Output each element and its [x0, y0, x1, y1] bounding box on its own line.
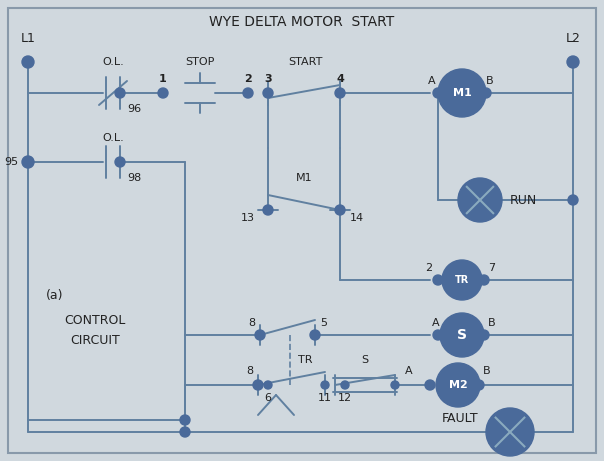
Text: A: A — [405, 366, 413, 376]
Circle shape — [440, 313, 484, 357]
Circle shape — [436, 363, 480, 407]
Text: B: B — [488, 318, 496, 328]
Circle shape — [158, 88, 168, 98]
Text: TR: TR — [455, 275, 469, 285]
Circle shape — [335, 88, 345, 98]
Circle shape — [263, 205, 273, 215]
Circle shape — [255, 330, 265, 340]
Circle shape — [264, 381, 272, 389]
Text: L2: L2 — [565, 31, 580, 45]
Circle shape — [433, 330, 443, 340]
Circle shape — [391, 381, 399, 389]
Text: 8: 8 — [248, 318, 255, 328]
Circle shape — [22, 156, 34, 168]
Text: A: A — [428, 76, 436, 86]
Text: L1: L1 — [21, 31, 36, 45]
Circle shape — [310, 330, 320, 340]
Text: 12: 12 — [338, 393, 352, 403]
Circle shape — [486, 408, 534, 456]
Text: S: S — [361, 355, 368, 365]
Circle shape — [479, 275, 489, 285]
Text: 2: 2 — [244, 74, 252, 84]
Circle shape — [433, 275, 443, 285]
Text: STOP: STOP — [185, 57, 214, 67]
Text: B: B — [483, 366, 490, 376]
Circle shape — [567, 56, 579, 68]
Text: 5: 5 — [320, 318, 327, 328]
Text: 8: 8 — [246, 366, 253, 376]
Text: 98: 98 — [127, 173, 141, 183]
Text: 7: 7 — [488, 263, 495, 273]
Text: M1: M1 — [452, 88, 471, 98]
Text: 1: 1 — [159, 74, 167, 84]
Circle shape — [335, 205, 345, 215]
Text: 2: 2 — [425, 263, 432, 273]
Text: 4: 4 — [336, 74, 344, 84]
Circle shape — [115, 157, 125, 167]
Circle shape — [568, 195, 578, 205]
Circle shape — [115, 88, 125, 98]
Circle shape — [321, 381, 329, 389]
Text: B: B — [486, 76, 494, 86]
Text: (a): (a) — [47, 289, 64, 301]
Text: CIRCUIT: CIRCUIT — [70, 333, 120, 347]
Text: RUN: RUN — [510, 194, 537, 207]
Text: 3: 3 — [264, 74, 272, 84]
Text: 13: 13 — [241, 213, 255, 223]
Text: CONTROL: CONTROL — [64, 313, 126, 326]
Text: M1: M1 — [296, 173, 312, 183]
Circle shape — [180, 415, 190, 425]
Text: WYE DELTA MOTOR  START: WYE DELTA MOTOR START — [210, 15, 394, 29]
Text: 6: 6 — [265, 393, 272, 403]
Text: O.L.: O.L. — [102, 57, 124, 67]
Circle shape — [442, 260, 482, 300]
Circle shape — [22, 56, 34, 68]
Circle shape — [474, 380, 484, 390]
Text: FAULT: FAULT — [442, 412, 478, 425]
Circle shape — [180, 427, 190, 437]
Circle shape — [458, 178, 502, 222]
Text: M2: M2 — [449, 380, 467, 390]
Text: TR: TR — [298, 355, 312, 365]
Circle shape — [243, 88, 253, 98]
Circle shape — [479, 330, 489, 340]
Circle shape — [425, 380, 435, 390]
Circle shape — [481, 88, 491, 98]
Text: S: S — [457, 328, 467, 342]
Text: A: A — [432, 318, 440, 328]
Text: 95: 95 — [4, 157, 18, 167]
Text: O.L.: O.L. — [102, 133, 124, 143]
Circle shape — [263, 88, 273, 98]
Circle shape — [438, 69, 486, 117]
Text: 14: 14 — [350, 213, 364, 223]
Text: 96: 96 — [127, 104, 141, 114]
Circle shape — [253, 380, 263, 390]
Text: 11: 11 — [318, 393, 332, 403]
Text: START: START — [288, 57, 322, 67]
Circle shape — [341, 381, 349, 389]
Circle shape — [433, 88, 443, 98]
